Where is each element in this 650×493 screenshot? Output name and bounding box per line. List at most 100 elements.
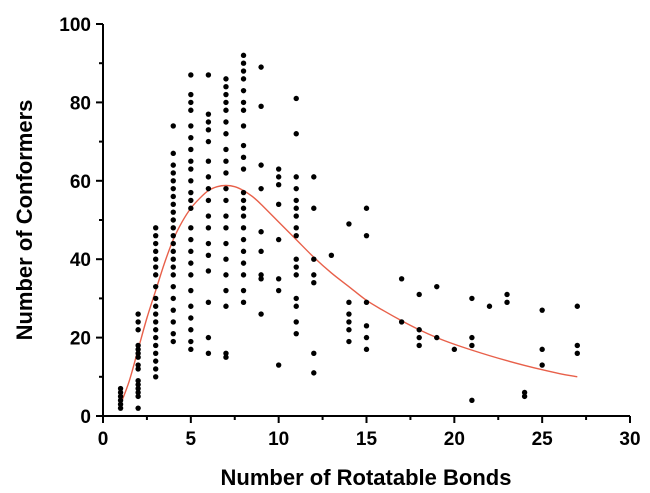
data-point — [223, 213, 229, 219]
data-point — [188, 225, 194, 231]
data-point — [153, 350, 159, 356]
data-point — [486, 303, 493, 309]
data-point — [153, 334, 159, 341]
data-point — [188, 197, 194, 204]
data-point — [223, 303, 229, 309]
data-point — [293, 131, 299, 137]
data-point — [153, 295, 159, 302]
data-point — [223, 131, 229, 137]
data-point — [504, 291, 510, 298]
data-point — [574, 350, 580, 356]
data-point — [188, 91, 194, 98]
data-point — [258, 276, 264, 282]
data-point — [135, 389, 141, 396]
data-point — [416, 291, 422, 298]
data-point — [153, 256, 159, 262]
data-point — [258, 162, 264, 168]
data-point — [574, 303, 580, 309]
data-point — [153, 327, 159, 333]
data-point — [170, 248, 176, 255]
data-point — [153, 240, 159, 247]
data-point — [188, 205, 194, 211]
data-point — [170, 193, 176, 200]
data-point — [170, 264, 176, 270]
data-point — [416, 342, 422, 349]
data-point — [293, 205, 299, 211]
data-point — [240, 260, 247, 266]
data-point — [188, 178, 194, 184]
data-point — [293, 330, 299, 337]
data-point — [223, 197, 229, 204]
data-point — [293, 256, 299, 262]
data-point — [223, 225, 229, 231]
y-tick-label: 40 — [70, 250, 91, 271]
data-point — [346, 327, 352, 333]
data-point — [170, 272, 176, 278]
data-point — [170, 209, 176, 215]
data-point — [521, 389, 528, 396]
data-point — [275, 362, 282, 368]
data-point — [258, 103, 264, 110]
data-point — [117, 401, 124, 407]
data-point — [170, 295, 176, 302]
data-point — [258, 272, 264, 278]
data-point — [153, 225, 159, 231]
data-point — [135, 362, 141, 368]
data-point — [205, 299, 212, 306]
x-tick-label: 15 — [356, 429, 378, 450]
data-point — [153, 342, 159, 349]
data-point — [240, 287, 247, 294]
y-tick-label: 0 — [80, 407, 91, 428]
data-point — [223, 158, 229, 164]
axes — [102, 24, 630, 417]
data-point — [275, 276, 282, 282]
data-point — [205, 225, 212, 231]
fit-curve-layer — [119, 184, 578, 405]
data-point — [293, 225, 299, 231]
data-point — [188, 72, 194, 78]
data-point — [153, 248, 159, 255]
data-point — [346, 319, 352, 325]
data-point — [521, 393, 528, 400]
data-point — [240, 299, 247, 306]
data-point — [240, 52, 247, 59]
data-point — [170, 217, 176, 223]
data-point — [311, 272, 317, 278]
data-points-layer — [117, 52, 580, 411]
data-point — [240, 154, 247, 160]
data-point — [205, 268, 212, 274]
data-point — [275, 201, 282, 208]
x-tick-label: 20 — [444, 429, 465, 450]
data-point — [188, 107, 194, 113]
data-point — [275, 174, 282, 180]
data-point — [275, 287, 282, 294]
data-point — [205, 111, 212, 117]
data-point — [240, 166, 247, 172]
data-point — [293, 295, 299, 302]
y-tick-label: 80 — [70, 93, 91, 114]
data-point — [363, 205, 370, 211]
data-point — [311, 280, 317, 286]
data-point — [135, 393, 141, 400]
data-point — [223, 354, 229, 360]
data-point — [293, 213, 299, 219]
data-point — [135, 350, 141, 356]
data-point — [135, 381, 141, 388]
data-point — [135, 342, 141, 349]
data-point — [170, 240, 176, 247]
data-point — [188, 99, 194, 106]
data-point — [188, 146, 194, 153]
data-point — [153, 303, 159, 309]
data-point — [240, 142, 247, 149]
data-point — [188, 123, 194, 129]
data-point — [170, 178, 176, 184]
data-point — [135, 319, 141, 325]
data-point — [170, 170, 176, 176]
data-point — [346, 311, 352, 317]
data-point — [258, 229, 264, 235]
data-point — [363, 323, 370, 329]
data-point — [170, 256, 176, 262]
data-point — [170, 307, 176, 313]
data-point — [205, 138, 212, 145]
data-point — [188, 346, 194, 353]
